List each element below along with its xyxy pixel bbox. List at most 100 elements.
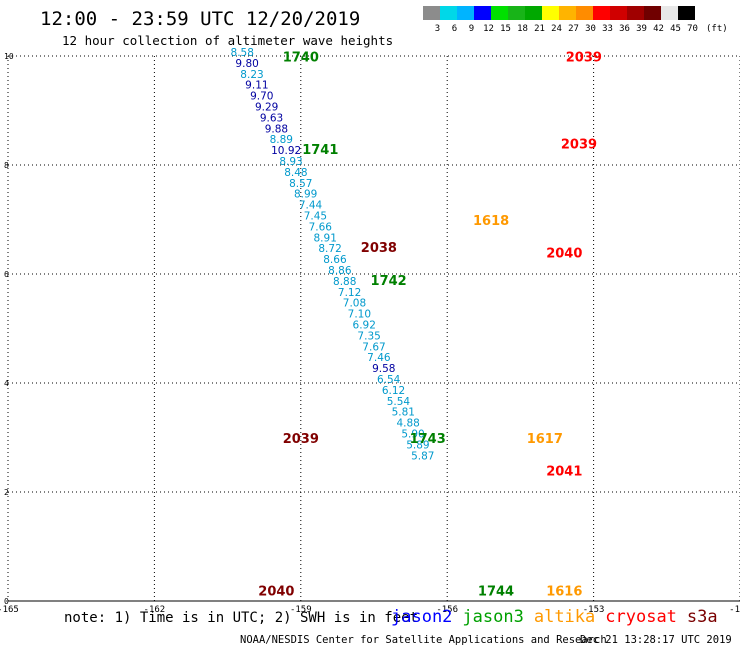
x-tick-label: -162 <box>144 605 166 615</box>
pass-time-label: 1740 <box>283 50 319 65</box>
data-point-label: 5.81 <box>392 407 415 419</box>
data-point-label: 9.70 <box>250 91 273 103</box>
data-point-label: 8.72 <box>318 243 341 255</box>
data-point-label: 7.44 <box>299 200 323 212</box>
x-tick-label: -150 <box>729 605 740 615</box>
scale-label: 12 <box>483 24 494 34</box>
pass-time-label: 2039 <box>566 50 602 65</box>
data-point-label: 5.89 <box>406 439 429 451</box>
data-point-label: 9.63 <box>260 112 283 124</box>
pass-time-label: 1617 <box>527 432 563 447</box>
scale-swatch <box>610 6 627 20</box>
x-tick-label: -159 <box>290 605 312 615</box>
pass-time-label: 2040 <box>258 585 294 600</box>
chart-subtitle: 12 hour collection of altimeter wave hei… <box>62 33 394 48</box>
data-point-label: 9.29 <box>255 102 278 114</box>
y-tick-label: 0 <box>4 597 9 606</box>
scale-swatch <box>559 6 576 20</box>
data-point-label: 8.88 <box>333 276 356 288</box>
scale-swatch <box>440 6 457 20</box>
timestamp: Dec 21 13:28:17 UTC 2019 <box>580 634 732 646</box>
data-point-label: 10.92 <box>271 145 301 157</box>
scale-swatch <box>593 6 610 20</box>
data-point-label: 8.57 <box>289 178 312 190</box>
data-point-label: 7.12 <box>338 287 361 299</box>
satellite-legend: jason2 jason3 altika cryosat s3a <box>391 607 728 627</box>
scale-swatch <box>644 6 661 20</box>
data-point-label: 7.35 <box>357 330 380 342</box>
data-point-label: 8.48 <box>284 167 307 179</box>
y-tick-label: 2 <box>4 488 9 497</box>
scale-swatch <box>423 6 440 20</box>
scale-swatch <box>525 6 542 20</box>
scale-swatch <box>627 6 644 20</box>
data-point-label: 8.99 <box>294 189 317 201</box>
x-tick-label: -153 <box>583 605 605 615</box>
footer-credit: NOAA/NESDIS Center for Satellite Applica… <box>240 634 607 646</box>
scale-label: 33 <box>602 24 613 34</box>
y-tick-label: 6 <box>4 270 9 279</box>
legend-item: cryosat <box>605 607 677 627</box>
data-point-label: 7.67 <box>362 341 385 353</box>
legend-item: jason3 <box>462 607 524 627</box>
scale-label: 42 <box>653 24 664 34</box>
data-point-label: 4.88 <box>396 418 419 430</box>
data-point-label: 5.87 <box>411 450 434 462</box>
scale-label: 36 <box>619 24 630 34</box>
data-point-label: 8.58 <box>231 47 254 59</box>
scale-label: 24 <box>551 24 562 34</box>
scale-label: 27 <box>568 24 579 34</box>
scale-swatch <box>542 6 559 20</box>
scale-swatch <box>661 6 678 20</box>
pass-time-label: 1618 <box>473 214 509 229</box>
y-tick-label: 8 <box>4 161 9 170</box>
scale-swatch <box>576 6 593 20</box>
pass-time-label: 1742 <box>371 274 407 289</box>
data-point-label: 7.46 <box>367 352 391 364</box>
scale-label: 3 <box>434 24 441 34</box>
data-point-label: 8.86 <box>328 265 352 277</box>
pass-time-label: 1616 <box>546 585 582 600</box>
x-tick-label: -156 <box>436 605 458 615</box>
scale-label: 45 <box>670 24 681 34</box>
scale-label: 18 <box>517 24 528 34</box>
data-point-label: 7.45 <box>304 211 327 223</box>
scale-unit: (ft) <box>706 24 728 34</box>
pass-time-label: 1743 <box>410 432 446 447</box>
scale-label: 9 <box>468 24 475 34</box>
legend-item: s3a <box>686 607 718 627</box>
pass-time-label: 2038 <box>361 241 397 256</box>
pass-time-label: 1744 <box>478 585 514 600</box>
scale-swatch <box>508 6 525 20</box>
pass-time-label: 2040 <box>546 247 582 262</box>
scale-label: 6 <box>451 24 458 34</box>
data-point-label: 9.88 <box>265 123 288 135</box>
note-text: note: 1) Time is in UTC; 2) SWH is in fe… <box>64 610 419 626</box>
x-tick-label: -165 <box>0 605 19 615</box>
legend-item: altika <box>533 607 596 627</box>
pass-time-label: 2041 <box>546 465 582 480</box>
y-tick-label: 10 <box>4 52 14 61</box>
data-point-label: 8.91 <box>314 232 337 244</box>
scale-swatch <box>457 6 474 20</box>
scale-label: 15 <box>500 24 511 34</box>
data-point-label: 8.93 <box>279 156 302 168</box>
data-point-label: 6.12 <box>382 385 405 397</box>
data-point-label: 6.54 <box>377 374 401 386</box>
data-point-label: 5.54 <box>387 396 411 408</box>
data-point-label: 8.89 <box>270 134 293 146</box>
scale-label: 70 <box>687 24 698 34</box>
chart-title: 12:00 - 23:59 UTC 12/20/2019 <box>40 8 361 30</box>
data-point-label: 7.08 <box>343 298 366 310</box>
pass-time-label: 2039 <box>561 138 597 153</box>
scale-label: 21 <box>534 24 545 34</box>
data-point-label: 6.92 <box>353 320 376 332</box>
data-point-label: 7.10 <box>348 309 371 321</box>
data-point-label: 5.90 <box>401 429 424 441</box>
data-point-label: 9.58 <box>372 363 395 375</box>
data-point-label: 8.23 <box>240 69 263 81</box>
data-point-label: 7.66 <box>309 221 333 233</box>
scale-swatch <box>491 6 508 20</box>
